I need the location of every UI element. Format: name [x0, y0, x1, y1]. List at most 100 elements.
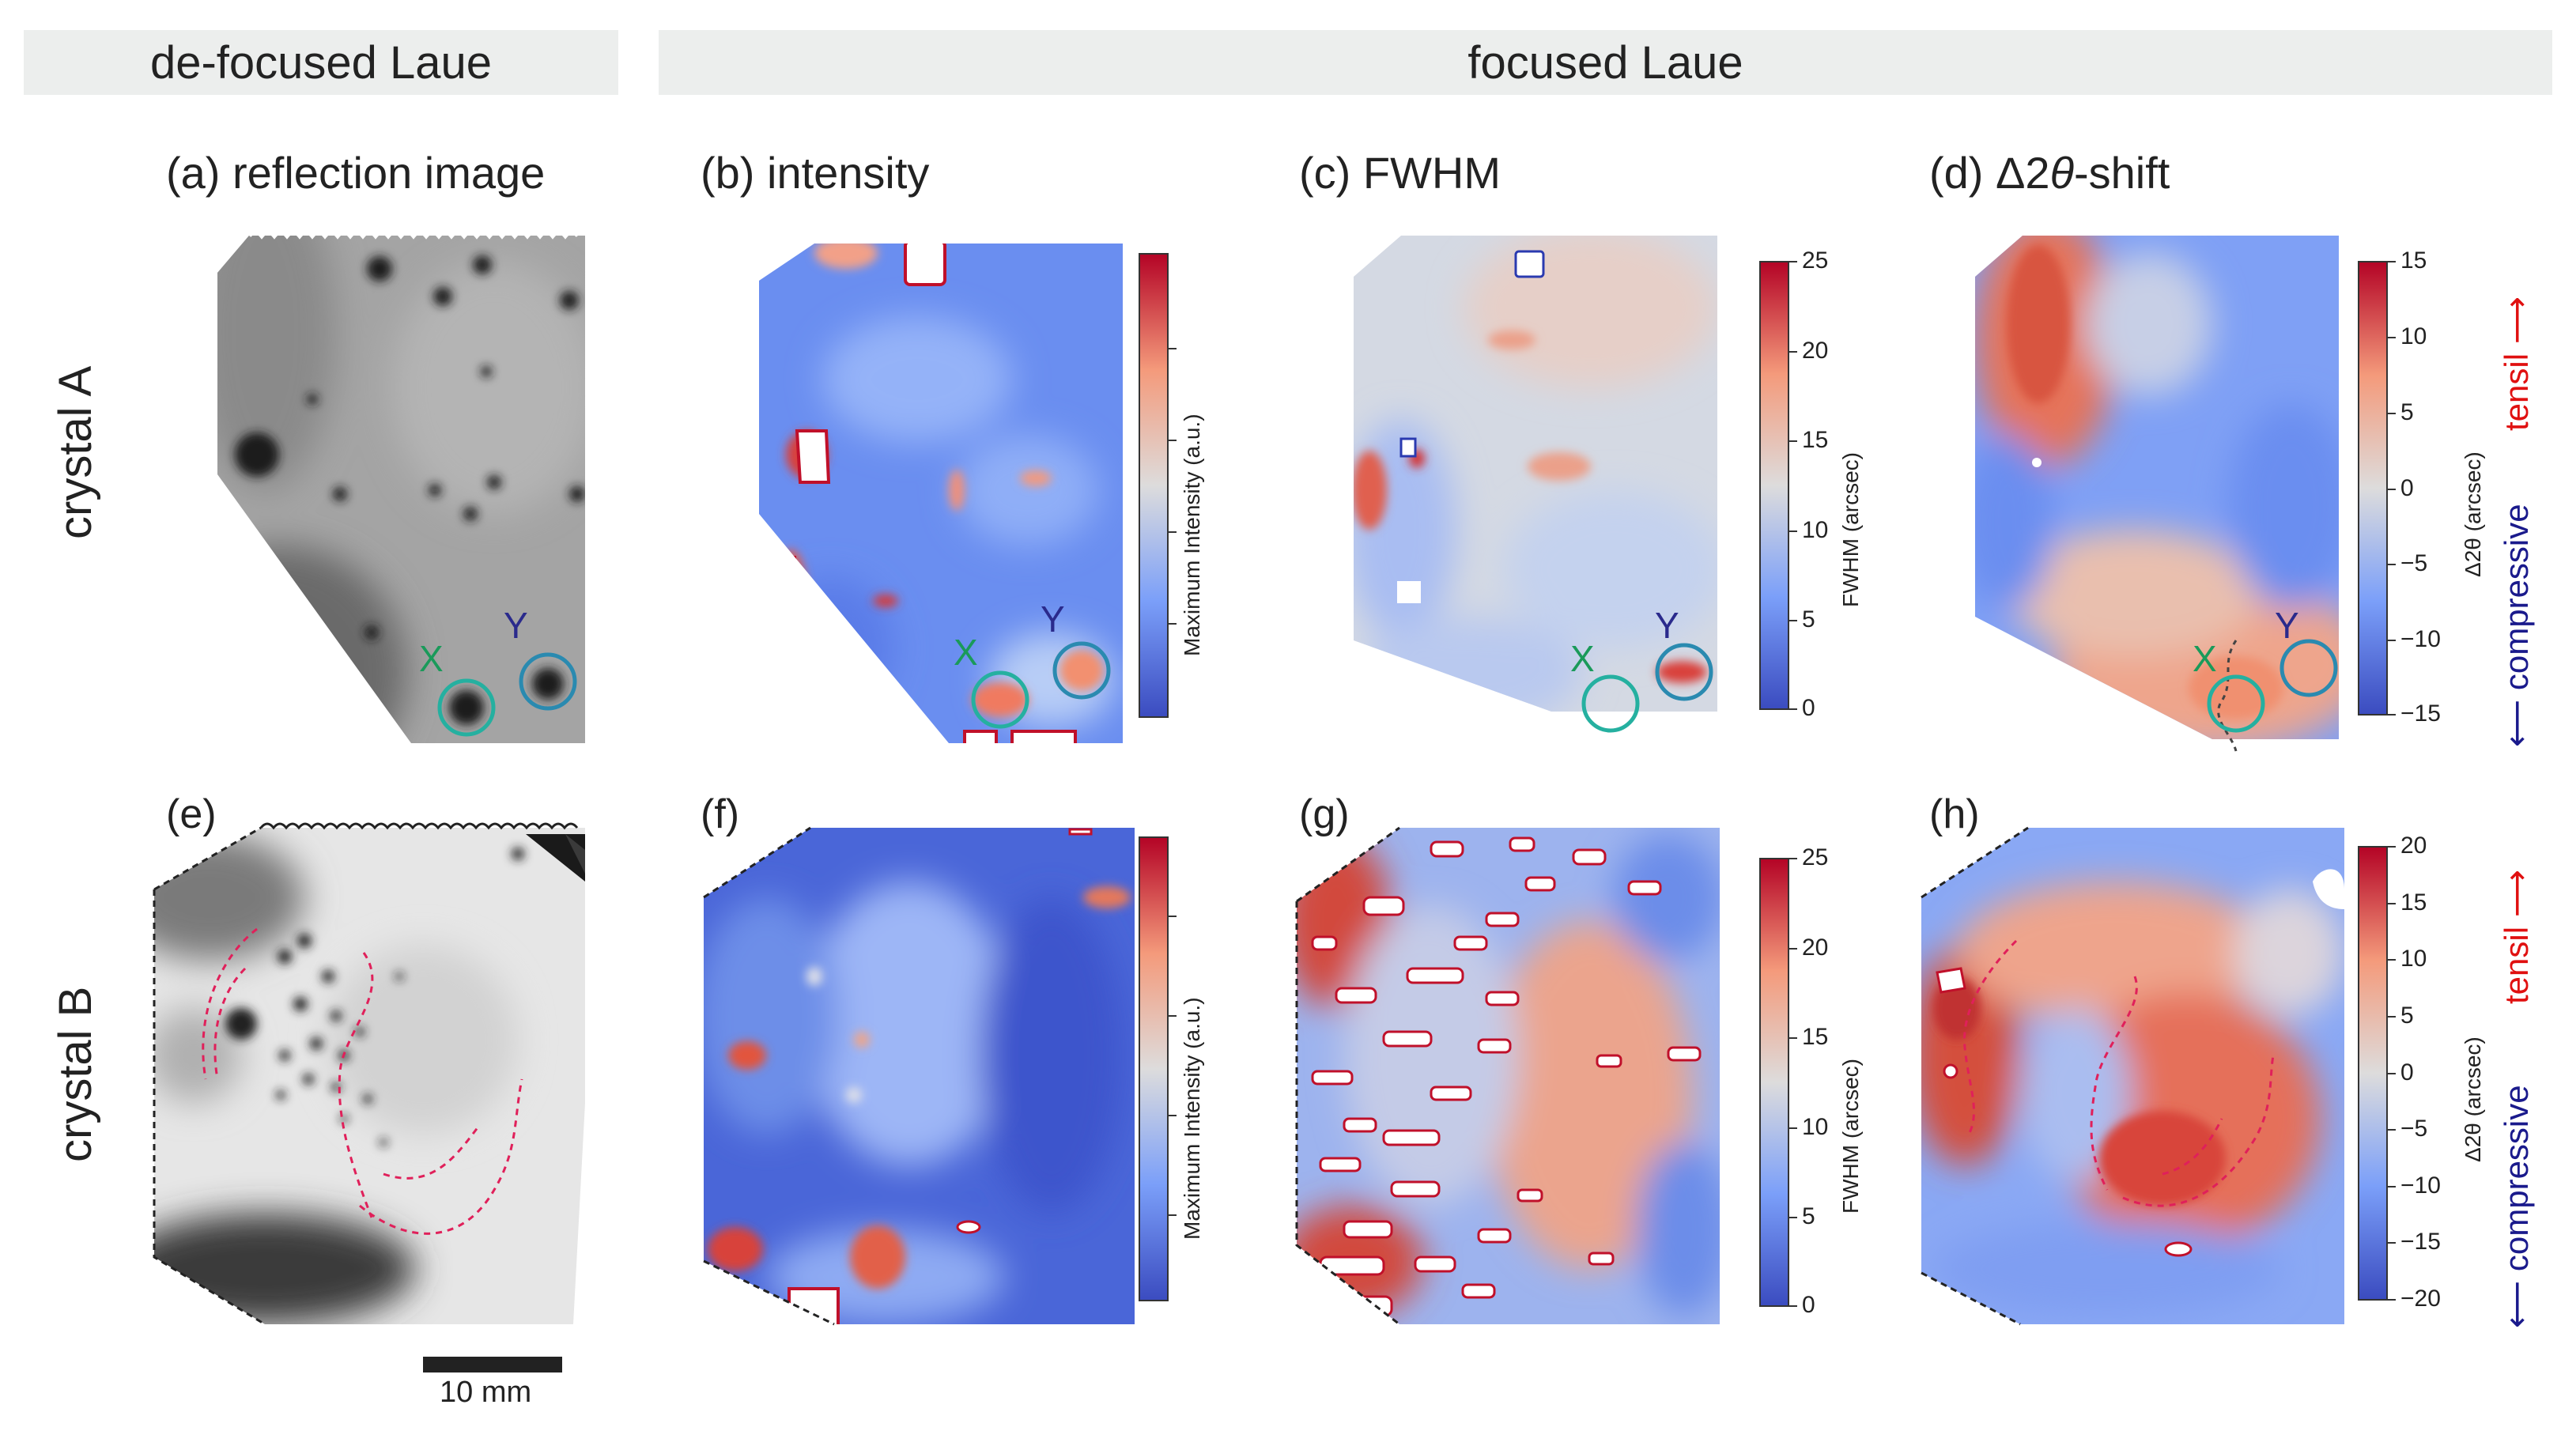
cb-sa-t6 — [2388, 714, 2396, 716]
title-d-theta: θ — [2049, 148, 2074, 198]
side-label-tensile-b: tensil ⟶ — [2498, 870, 2535, 1004]
header-focused-laue: focused Laue — [659, 30, 2552, 95]
cb-sb-t8 — [2388, 1299, 2396, 1301]
cb-fwhm-a-t0 — [1789, 261, 1797, 262]
colorbar-intensity-b: Maximum Intensity (a.u.) — [1139, 836, 1204, 1301]
cb-sa-l1: 10 — [2400, 323, 2427, 349]
cb-sb-t2 — [2388, 959, 2396, 961]
colorbar-shift-b-bar — [2358, 846, 2388, 1301]
cb-fwhm-b-t2 — [1789, 1037, 1797, 1040]
cb-fwhm-a-t4 — [1789, 620, 1797, 622]
colorbar-shift-b: 20 15 10 5 0 −5 −10 −15 −20 Δ2θ (arcsec) — [2358, 833, 2485, 1312]
colorbar-intensity-b-label: Maximum Intensity (a.u.) — [1180, 997, 1204, 1240]
cb-sa-t5 — [2388, 640, 2396, 642]
cb-sa-l0: 15 — [2400, 247, 2427, 274]
cb-int-a-tick-3 — [1169, 531, 1177, 533]
cb-fwhm-b-l5: 0 — [1802, 1292, 1815, 1318]
cb-int-b-tick-4 — [1169, 1214, 1177, 1216]
cb-sb-l4: 0 — [2400, 1059, 2414, 1086]
cb-fwhm-a-t5 — [1789, 708, 1797, 710]
circle-x-b — [971, 670, 1029, 729]
cb-sb-t1 — [2388, 902, 2396, 904]
panel-f-intensity-map — [703, 826, 1135, 1326]
cb-sb-l7: −15 — [2400, 1229, 2441, 1255]
title-b: (b) intensity — [701, 148, 930, 198]
colorbar-shift-b-label: Δ2θ (arcsec) — [2461, 1036, 2485, 1162]
cb-sb-l0: 20 — [2400, 833, 2427, 859]
cb-sb-l8: −20 — [2400, 1286, 2441, 1312]
cb-fwhm-a-l0: 25 — [1802, 247, 1829, 274]
header-defocused-laue: de-focused Laue — [24, 30, 618, 95]
cb-sb-t5 — [2388, 1129, 2396, 1131]
label-e: (e) — [166, 791, 217, 837]
cb-fwhm-a-l3: 10 — [1802, 516, 1829, 543]
cb-fwhm-a-l2: 15 — [1802, 427, 1829, 454]
colorbar-intensity-a: Maximum Intensity (a.u.) — [1139, 253, 1204, 718]
label-h: (h) — [1929, 791, 1980, 837]
cb-fwhm-b-t3 — [1789, 1127, 1797, 1129]
circle-x-c — [1581, 674, 1640, 733]
circle-y-a — [519, 652, 577, 711]
header-focused-text: focused Laue — [1467, 36, 1743, 89]
cb-int-b-tick-1 — [1169, 916, 1177, 917]
scale-bar — [423, 1357, 562, 1372]
cb-fwhm-a-l1: 20 — [1802, 337, 1829, 364]
colorbar-fwhm-b: 25 20 15 10 5 0 FWHM (arcsec) — [1759, 844, 1863, 1318]
cb-sb-t3 — [2388, 1015, 2396, 1018]
colorbar-fwhm-a-bar — [1759, 261, 1789, 710]
cb-sa-l3: 0 — [2400, 474, 2414, 501]
side-label-compressive-b: ⟵ compressive — [2498, 1085, 2535, 1328]
cb-fwhm-a-t2 — [1789, 440, 1797, 443]
colorbar-intensity-a-label: Maximum Intensity (a.u.) — [1180, 413, 1204, 656]
marker-x-d: X — [2193, 638, 2217, 679]
cb-sb-l3: 5 — [2400, 1002, 2414, 1029]
cb-fwhm-b-t4 — [1789, 1217, 1797, 1219]
circle-x-a — [437, 678, 496, 737]
panel-h-shift-map — [1921, 826, 2344, 1326]
cb-fwhm-a-l5: 0 — [1802, 695, 1815, 721]
colorbar-intensity-b-bar — [1139, 836, 1169, 1301]
cb-int-a-tick-2 — [1169, 440, 1177, 441]
cb-sb-t7 — [2388, 1242, 2396, 1244]
cb-int-b-tick-2 — [1169, 1015, 1177, 1017]
header-defocused-text: de-focused Laue — [149, 36, 493, 89]
colorbar-fwhm-b-label: FWHM (arcsec) — [1838, 1059, 1863, 1214]
marker-y-b: Y — [1041, 598, 1065, 640]
cb-fwhm-a-t3 — [1789, 530, 1797, 532]
marker-x-c: X — [1570, 638, 1595, 679]
title-d-delta: Δ2 — [1996, 148, 2050, 198]
marker-y-d: Y — [2275, 605, 2299, 646]
cb-fwhm-b-l3: 10 — [1802, 1113, 1829, 1140]
panel-b-intensity-map — [759, 244, 1123, 743]
colorbar-fwhm-a-label: FWHM (arcsec) — [1838, 452, 1863, 607]
colorbar-shift-a-bar — [2358, 261, 2388, 716]
panel-g-fwhm-map — [1295, 826, 1720, 1326]
row-label-crystal-a: crystal A — [50, 365, 101, 539]
cb-fwhm-b-l2: 15 — [1802, 1024, 1829, 1051]
label-g: (g) — [1299, 791, 1350, 837]
cb-sa-t4 — [2388, 564, 2396, 566]
cb-int-a-tick-4 — [1169, 623, 1177, 625]
marker-x-b: X — [954, 632, 978, 673]
cb-sa-t3 — [2388, 488, 2396, 490]
cb-sa-l4: −5 — [2400, 550, 2428, 577]
colorbar-intensity-a-bar — [1139, 253, 1169, 718]
cb-sa-l6: −15 — [2400, 700, 2441, 727]
cb-sa-t1 — [2388, 336, 2396, 338]
colorbar-shift-a-label: Δ2θ (arcsec) — [2461, 451, 2485, 577]
title-a: (a) reflection image — [166, 148, 546, 198]
cb-fwhm-b-t0 — [1789, 858, 1797, 859]
cb-fwhm-b-l0: 25 — [1802, 844, 1829, 870]
cb-sb-l6: −10 — [2400, 1172, 2441, 1199]
panel-d-shift-map — [1975, 236, 2339, 752]
cb-sb-t4 — [2388, 1072, 2396, 1074]
cb-fwhm-b-t1 — [1789, 947, 1797, 950]
colorbar-shift-a: 15 10 5 0 −5 −10 −15 Δ2θ (arcsec) — [2358, 247, 2485, 727]
scale-bar-label: 10 mm — [440, 1376, 532, 1409]
circle-x-d — [2207, 674, 2265, 733]
panel-e-reflection-image — [153, 822, 585, 1326]
title-d-prefix: (d) — [1929, 148, 1996, 198]
panel-a-reflection-image — [217, 229, 585, 743]
cb-int-a-tick-1 — [1169, 348, 1177, 349]
cb-sa-t0 — [2388, 261, 2396, 262]
